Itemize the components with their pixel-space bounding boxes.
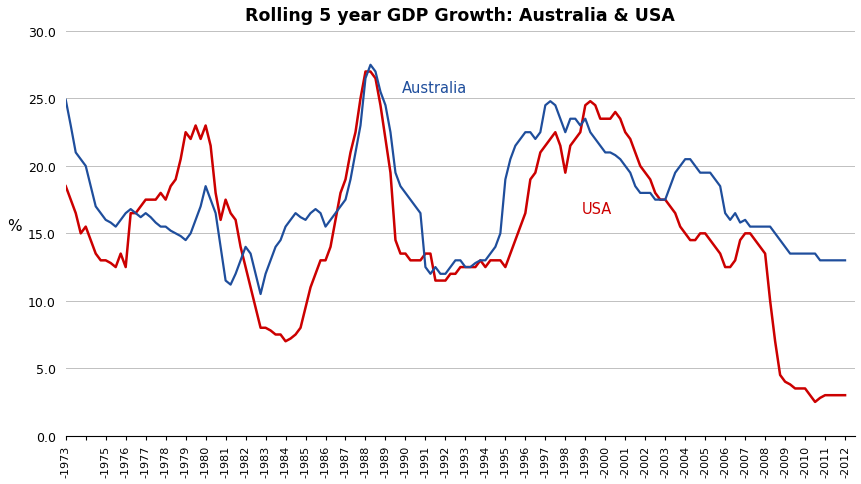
Title: Rolling 5 year GDP Growth: Australia & USA: Rolling 5 year GDP Growth: Australia & U… xyxy=(245,7,674,25)
Text: USA: USA xyxy=(580,202,610,217)
Y-axis label: %: % xyxy=(7,219,22,234)
Text: Australia: Australia xyxy=(401,80,466,95)
